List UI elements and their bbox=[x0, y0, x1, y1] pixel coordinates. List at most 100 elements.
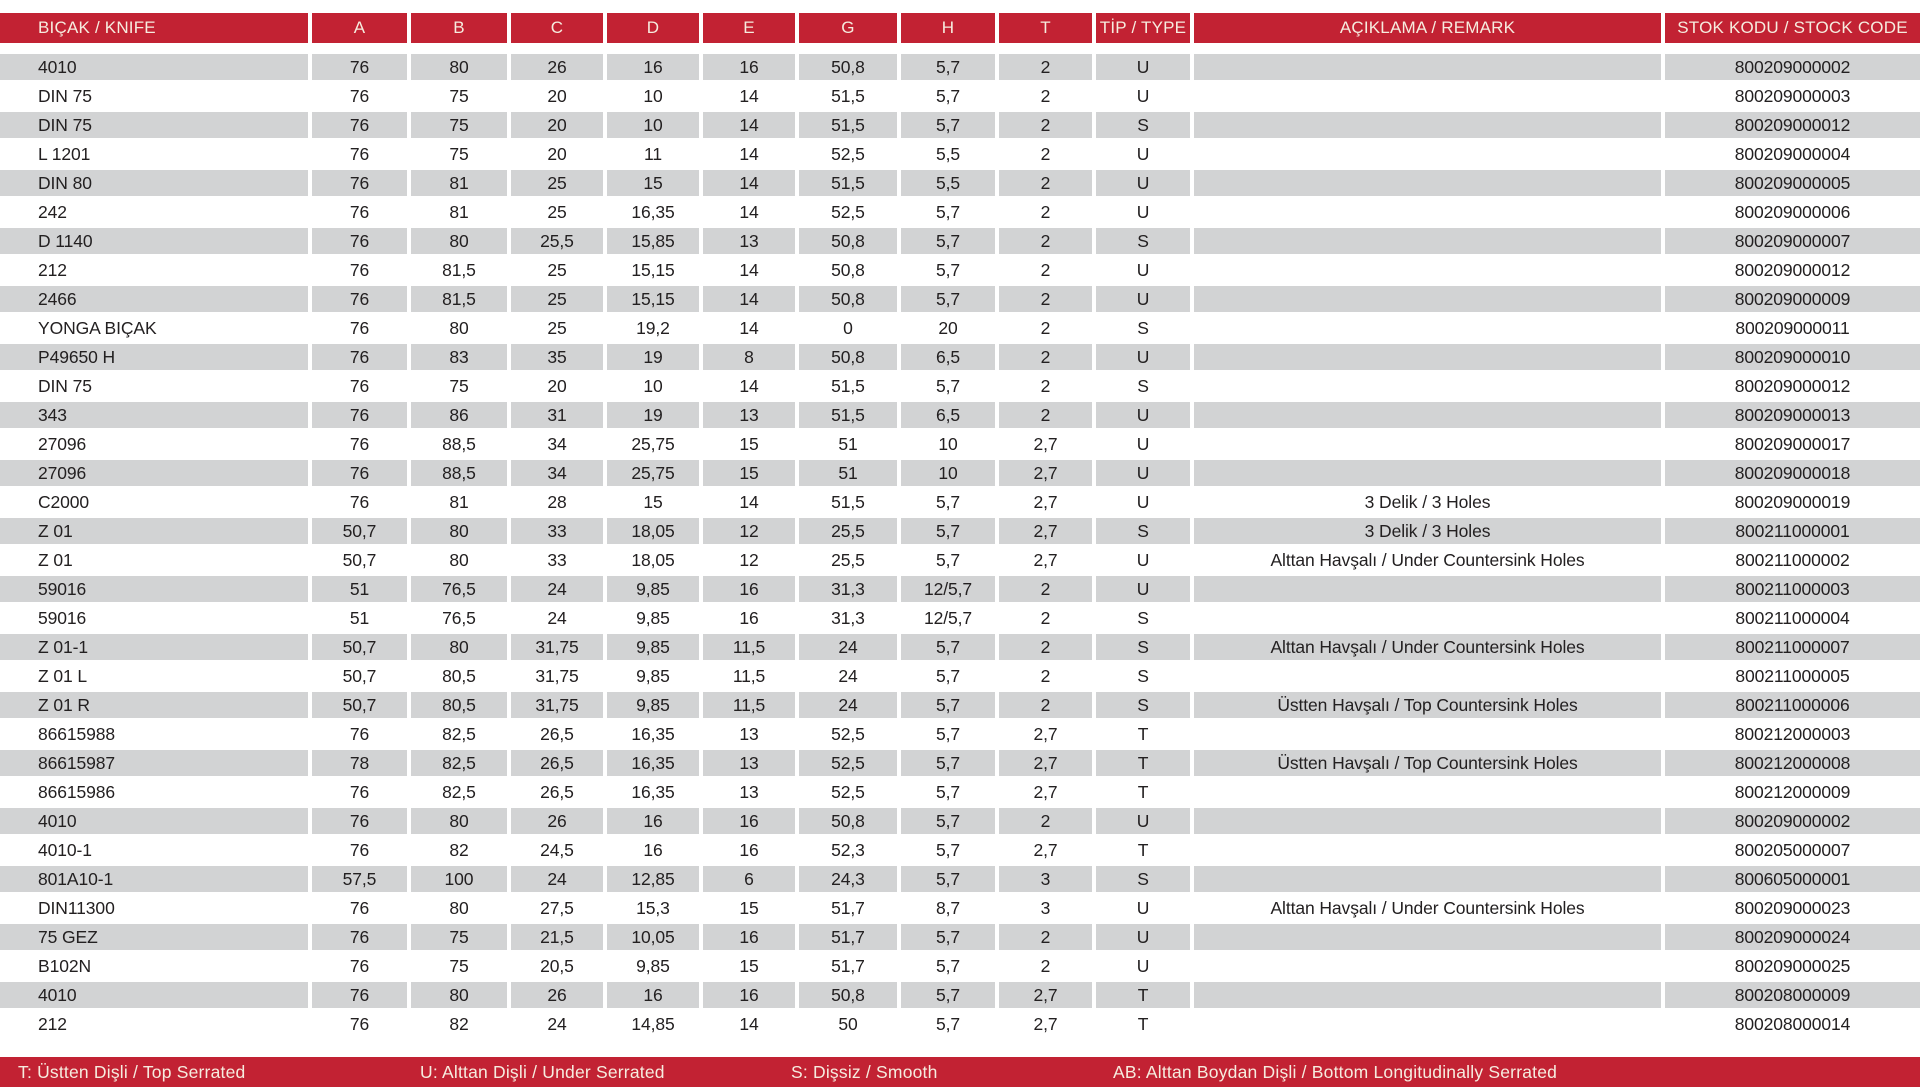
cell-e: 13 bbox=[739, 781, 759, 802]
table-row: B102N 76 75 20,5 9,85 15 51,7 5,7 2 U 800209000025 bbox=[0, 953, 1920, 979]
cell-e: 13 bbox=[703, 750, 795, 776]
cell-knife: 4010-1 bbox=[38, 839, 92, 860]
cell-h: 5,7 bbox=[901, 750, 995, 776]
cell-e: 15 bbox=[739, 433, 759, 454]
cell-t: 3 bbox=[1040, 897, 1051, 918]
cell-d: 10,05 bbox=[607, 924, 699, 950]
table-row: 59016 51 76,5 24 9,85 16 31,3 12/5,7 2 U 800211000… bbox=[0, 576, 1920, 602]
cell-h: 5,7 bbox=[901, 982, 995, 1008]
table-row: 212 76 81,5 25 15,15 14 50,8 5,7 2 U 800209000012 bbox=[0, 257, 1920, 283]
cell-type: S bbox=[1096, 518, 1190, 544]
column-header-a: A bbox=[312, 13, 407, 43]
cell-g: 51,5 bbox=[831, 375, 865, 396]
cell-stock: 800211000001 bbox=[1665, 518, 1920, 544]
cell-b: 80 bbox=[449, 897, 469, 918]
cell-a: 76 bbox=[312, 808, 407, 834]
column-header-h: H bbox=[901, 13, 995, 43]
cell-c: 20 bbox=[547, 143, 567, 164]
table-row: 343 76 86 31 19 13 51,5 6,5 2 U 800209000013 bbox=[0, 402, 1920, 428]
cell-stock: 800209000002 bbox=[1665, 54, 1920, 80]
cell-type: U bbox=[1136, 143, 1150, 164]
cell-c: 24,5 bbox=[540, 839, 574, 860]
cell-a: 76 bbox=[349, 143, 370, 164]
cell-e: 8 bbox=[703, 344, 795, 370]
cell-g: 51 bbox=[799, 460, 897, 486]
cell-type: U bbox=[1136, 433, 1150, 454]
cell-e: 12 bbox=[739, 549, 759, 570]
cell-e: 14 bbox=[739, 317, 759, 338]
cell-e: 6 bbox=[703, 866, 795, 892]
cell-a: 76 bbox=[312, 54, 407, 80]
cell-remark: 3 Delik / 3 Holes bbox=[1194, 518, 1661, 544]
cell-stock: 800209000024 bbox=[1665, 924, 1920, 950]
cell-t: 2,7 bbox=[1033, 549, 1058, 570]
cell-remark bbox=[1194, 344, 1661, 370]
cell-knife: 4010 bbox=[0, 808, 308, 834]
cell-knife: YONGA BIÇAK bbox=[38, 317, 157, 338]
cell-g: 25,5 bbox=[831, 549, 865, 570]
table-row: Z 01 50,7 80 33 18,05 12 25,5 5,7 2,7 S 3 Delik / … bbox=[0, 518, 1920, 544]
cell-c: 26,5 bbox=[511, 750, 603, 776]
cell-knife: P49650 H bbox=[0, 344, 308, 370]
cell-t: 2 bbox=[999, 692, 1092, 718]
cell-type: U bbox=[1096, 460, 1190, 486]
cell-e: 16 bbox=[739, 839, 759, 860]
cell-g: 0 bbox=[843, 317, 853, 338]
cell-g: 52,5 bbox=[831, 143, 865, 164]
cell-remark bbox=[1194, 315, 1661, 341]
cell-h: 5,7 bbox=[901, 54, 995, 80]
cell-g: 51,5 bbox=[799, 402, 897, 428]
cell-h: 5,7 bbox=[901, 634, 995, 660]
cell-g: 51,7 bbox=[831, 897, 865, 918]
cell-stock: 800209000003 bbox=[1734, 85, 1851, 106]
cell-a: 51 bbox=[349, 607, 370, 628]
cell-knife: 27096 bbox=[38, 433, 87, 454]
cell-stock: 800209000004 bbox=[1734, 143, 1851, 164]
cell-stock: 800209000017 bbox=[1734, 433, 1851, 454]
cell-remark bbox=[1194, 779, 1661, 805]
cell-stock: 800211000003 bbox=[1665, 576, 1920, 602]
cell-b: 80,5 bbox=[442, 665, 476, 686]
cell-knife: D 1140 bbox=[0, 228, 308, 254]
cell-a: 76 bbox=[349, 491, 370, 512]
cell-c: 20 bbox=[547, 85, 567, 106]
table-row: 801A10-1 57,5 100 24 12,85 6 24,3 5,7 3 S 80060500… bbox=[0, 866, 1920, 892]
cell-remark: Üstten Havşalı / Top Countersink Holes bbox=[1194, 692, 1661, 718]
cell-d: 19,2 bbox=[636, 317, 670, 338]
cell-d: 16 bbox=[643, 839, 663, 860]
cell-stock: 800209000005 bbox=[1665, 170, 1920, 196]
cell-g: 51,7 bbox=[831, 955, 865, 976]
cell-b: 81 bbox=[411, 170, 507, 196]
cell-g: 52,5 bbox=[831, 781, 865, 802]
cell-h: 5,7 bbox=[901, 808, 995, 834]
cell-e: 14 bbox=[739, 491, 759, 512]
cell-b: 80 bbox=[411, 808, 507, 834]
cell-remark bbox=[1194, 924, 1661, 950]
cell-type: U bbox=[1096, 286, 1190, 312]
cell-t: 2 bbox=[999, 228, 1092, 254]
cell-stock: 800211000006 bbox=[1665, 692, 1920, 718]
cell-remark: 3 Delik / 3 Holes bbox=[1364, 491, 1491, 512]
cell-a: 51 bbox=[312, 576, 407, 602]
cell-c: 31 bbox=[511, 402, 603, 428]
cell-b: 82 bbox=[449, 839, 469, 860]
cell-stock: 800209000006 bbox=[1734, 201, 1851, 222]
cell-stock: 800212000009 bbox=[1734, 781, 1851, 802]
cell-type: U bbox=[1136, 897, 1150, 918]
cell-type: U bbox=[1096, 54, 1190, 80]
cell-d: 9,85 bbox=[607, 634, 699, 660]
cell-c: 35 bbox=[511, 344, 603, 370]
cell-c: 24 bbox=[547, 1013, 567, 1034]
table-row: 2466 76 81,5 25 15,15 14 50,8 5,7 2 U 800209000009 bbox=[0, 286, 1920, 312]
cell-t: 2 bbox=[999, 924, 1092, 950]
cell-a: 76 bbox=[312, 286, 407, 312]
cell-c: 33 bbox=[547, 549, 567, 570]
cell-knife: 27096 bbox=[0, 460, 308, 486]
cell-e: 14 bbox=[703, 112, 795, 138]
cell-remark bbox=[1194, 199, 1661, 225]
cell-g: 24,3 bbox=[799, 866, 897, 892]
cell-a: 76 bbox=[349, 955, 370, 976]
cell-a: 76 bbox=[312, 344, 407, 370]
cell-h: 8,7 bbox=[935, 897, 961, 918]
cell-g: 31,3 bbox=[799, 576, 897, 602]
